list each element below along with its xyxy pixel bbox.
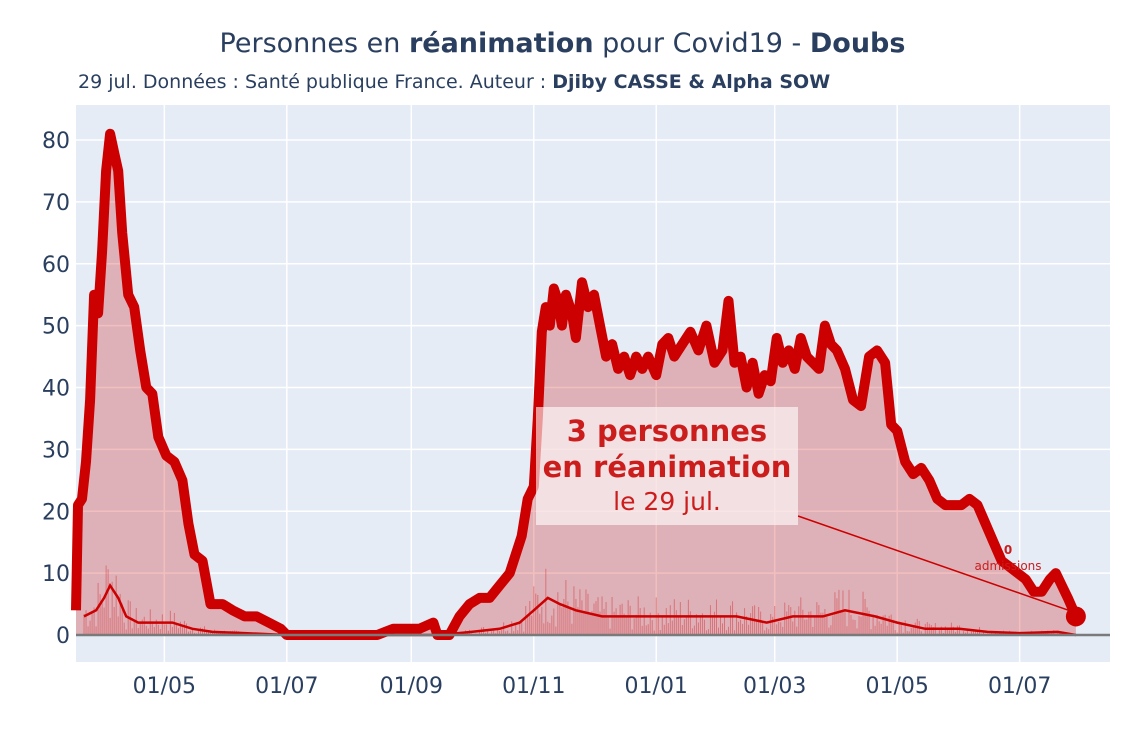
y-tick-label: 0	[56, 624, 70, 649]
chart-subtitle: 29 jul. Données : Santé publique France.…	[78, 71, 831, 93]
callout-line-2: en réanimation	[542, 450, 792, 484]
y-tick-label: 40	[42, 377, 70, 402]
grid-lines	[76, 105, 1110, 662]
x-axis-ticks: 01/05 01/07 01/09 01/11 01/01 01/03 01/05 01/07	[133, 674, 1052, 699]
x-tick-label: 01/05	[865, 674, 928, 699]
y-axis-ticks: 0 10 20 30 40 50 60 70 80	[42, 129, 70, 649]
y-tick-label: 10	[42, 562, 70, 587]
admissions-annotation: 0 admissions	[962, 542, 1054, 574]
callout-line-1: 3 personnes	[566, 414, 768, 448]
last-point-marker	[1065, 606, 1086, 627]
x-tick-label: 01/09	[380, 674, 443, 699]
reanimation-line	[71, 128, 1081, 640]
x-tick-label: 01/03	[743, 674, 806, 699]
chart-title: Personnes en réanimation pour Covid19 - …	[219, 28, 906, 59]
x-tick-label: 01/11	[502, 674, 565, 699]
y-tick-label: 80	[42, 129, 70, 154]
admissions-value: 0	[1003, 543, 1013, 557]
y-tick-label: 60	[42, 253, 70, 278]
current-value-callout: 3 personnes en réanimation le 29 jul.	[536, 407, 798, 525]
admissions-rolling-line	[83, 582, 1077, 637]
x-tick-label: 01/05	[133, 674, 196, 699]
y-tick-label: 50	[42, 315, 70, 340]
plot-background	[76, 105, 1110, 662]
reanimation-area	[76, 133, 1076, 636]
callout-line-3: le 29 jul.	[613, 487, 721, 516]
x-tick-label: 01/01	[625, 674, 688, 699]
y-tick-label: 20	[42, 500, 70, 525]
x-tick-label: 01/07	[255, 674, 318, 699]
x-tick-label: 01/07	[988, 674, 1051, 699]
y-tick-label: 30	[42, 438, 70, 463]
y-tick-label: 70	[42, 191, 70, 216]
admissions-label: admissions	[974, 559, 1042, 573]
annotation-arrow	[797, 515, 1073, 613]
